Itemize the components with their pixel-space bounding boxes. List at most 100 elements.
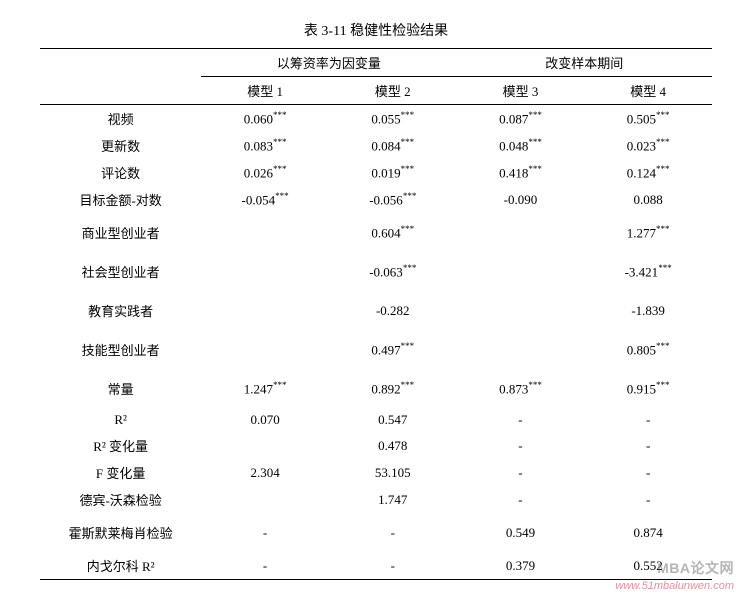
cell-model-3: - (457, 408, 585, 432)
cell-model-1 (201, 252, 329, 291)
row-label: R² 变化量 (40, 432, 201, 459)
cell-model-4: 1.277*** (584, 213, 712, 252)
cell-model-1: 0.026*** (201, 159, 329, 186)
significance-stars: *** (401, 137, 415, 147)
table-row: F 变化量2.30453.105-- (40, 459, 712, 486)
significance-stars: *** (528, 137, 542, 147)
table-row: 社会型创业者 -0.063*** -3.421*** (40, 252, 712, 291)
table-row: 霍斯默莱梅肖检验--0.5490.874 (40, 513, 712, 552)
cell-model-4: - (584, 459, 712, 486)
cell-model-1: 1.247*** (201, 369, 329, 408)
cell-model-4: 0.023*** (584, 132, 712, 159)
significance-stars: *** (403, 191, 417, 201)
table-row: 评论数0.026***0.019***0.418***0.124*** (40, 159, 712, 186)
significance-stars: *** (656, 341, 670, 351)
table-row: R² 变化量0.478-- (40, 432, 712, 459)
cell-model-2: - (329, 513, 457, 552)
significance-stars: *** (401, 164, 415, 174)
significance-stars: *** (656, 110, 670, 120)
cell-model-2: 1.747 (329, 486, 457, 513)
cell-model-1 (201, 330, 329, 369)
cell-model-1 (201, 486, 329, 513)
cell-model-4: - (584, 432, 712, 459)
cell-model-1: 0.070 (201, 408, 329, 432)
significance-stars: *** (658, 263, 672, 273)
cell-model-4: 0.505*** (584, 105, 712, 133)
cell-model-2: 0.478 (329, 432, 457, 459)
row-label: 德宾-沃森检验 (40, 486, 201, 513)
model-header-1: 模型 1 (201, 77, 329, 105)
cell-model-2: -0.282 (329, 291, 457, 330)
row-label: 社会型创业者 (40, 252, 201, 291)
cell-model-2: 0.604*** (329, 213, 457, 252)
row-label: 目标金额-对数 (40, 186, 201, 213)
significance-stars: *** (656, 380, 670, 390)
model-header-3: 模型 3 (457, 77, 585, 105)
cell-model-3 (457, 330, 585, 369)
cell-model-1 (201, 291, 329, 330)
cell-model-4: -3.421*** (584, 252, 712, 291)
cell-model-2: -0.063*** (329, 252, 457, 291)
cell-model-3: 0.379 (457, 552, 585, 580)
table-row: 内戈尔科 R²--0.3790.552 (40, 552, 712, 580)
table-row: 目标金额-对数-0.054***-0.056***-0.0900.088 (40, 186, 712, 213)
cell-model-1 (201, 432, 329, 459)
table-row: R²0.0700.547-- (40, 408, 712, 432)
significance-stars: *** (401, 341, 415, 351)
cell-model-2: - (329, 552, 457, 580)
significance-stars: *** (273, 164, 287, 174)
cell-model-3: -0.090 (457, 186, 585, 213)
row-label: 评论数 (40, 159, 201, 186)
model-header-2: 模型 2 (329, 77, 457, 105)
significance-stars: *** (656, 137, 670, 147)
cell-model-4: 0.088 (584, 186, 712, 213)
cell-model-1 (201, 213, 329, 252)
significance-stars: *** (273, 380, 287, 390)
significance-stars: *** (273, 110, 287, 120)
cell-model-2: 0.055*** (329, 105, 457, 133)
table-row: 教育实践者-0.282-1.839 (40, 291, 712, 330)
table-row: 常量1.247***0.892***0.873***0.915*** (40, 369, 712, 408)
row-label: 商业型创业者 (40, 213, 201, 252)
cell-model-3: 0.549 (457, 513, 585, 552)
significance-stars: *** (401, 224, 415, 234)
row-label: 霍斯默莱梅肖检验 (40, 513, 201, 552)
table-row: 技能型创业者 0.497*** 0.805*** (40, 330, 712, 369)
significance-stars: *** (273, 137, 287, 147)
cell-model-1: - (201, 513, 329, 552)
row-label: 技能型创业者 (40, 330, 201, 369)
cell-model-3 (457, 252, 585, 291)
cell-model-2: 0.497*** (329, 330, 457, 369)
watermark-url: www.51mbalunwen.com (615, 580, 734, 592)
cell-model-1: 2.304 (201, 459, 329, 486)
table-row: 视频0.060***0.055***0.087***0.505*** (40, 105, 712, 133)
significance-stars: *** (401, 380, 415, 390)
cell-model-3: - (457, 459, 585, 486)
cell-model-1: - (201, 552, 329, 580)
cell-model-3: - (457, 432, 585, 459)
cell-model-4: 0.805*** (584, 330, 712, 369)
row-label: 常量 (40, 369, 201, 408)
cell-model-2: 0.084*** (329, 132, 457, 159)
robustness-table: 以筹资率为因变量 改变样本期间 模型 1 模型 2 模型 3 模型 4 视频0.… (40, 48, 712, 580)
cell-model-3: 0.418*** (457, 159, 585, 186)
cell-model-3 (457, 213, 585, 252)
table-row: 商业型创业者 0.604*** 1.277*** (40, 213, 712, 252)
row-label: R² (40, 408, 201, 432)
cell-model-3: 0.087*** (457, 105, 585, 133)
significance-stars: *** (275, 191, 289, 201)
significance-stars: *** (656, 224, 670, 234)
row-label: 内戈尔科 R² (40, 552, 201, 580)
significance-stars: *** (403, 263, 417, 273)
significance-stars: *** (528, 164, 542, 174)
cell-model-2: -0.056*** (329, 186, 457, 213)
significance-stars: *** (528, 380, 542, 390)
significance-stars: *** (528, 110, 542, 120)
significance-stars: *** (656, 164, 670, 174)
cell-model-2: 0.892*** (329, 369, 457, 408)
table-caption: 表 3-11 稳健性检验结果 (40, 20, 712, 40)
cell-model-2: 0.019*** (329, 159, 457, 186)
cell-model-1: -0.054*** (201, 186, 329, 213)
cell-model-4: 0.915*** (584, 369, 712, 408)
watermark-logo: MBA论文网 (657, 558, 734, 578)
